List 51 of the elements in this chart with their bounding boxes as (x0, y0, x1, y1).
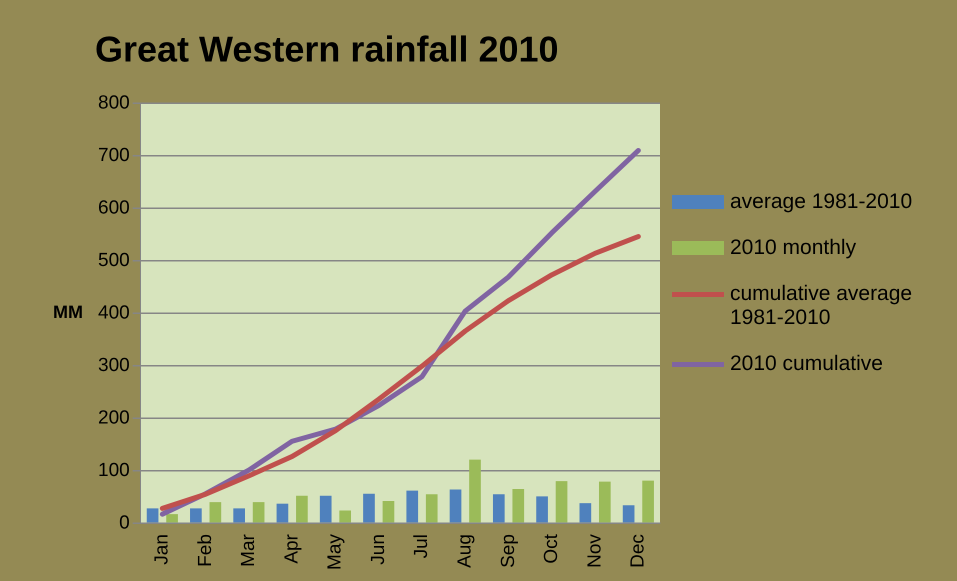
x-tick-label: May (324, 534, 346, 570)
legend-label: 2010 cumulative (730, 352, 883, 376)
bar (320, 496, 332, 522)
bar (556, 481, 568, 522)
bar (233, 508, 245, 522)
x-tick-label: Aug (454, 534, 476, 568)
x-tick-label: Feb (194, 534, 216, 567)
bar (642, 480, 654, 522)
bar (252, 502, 264, 522)
bar (382, 501, 394, 522)
x-tick-label: Dec (628, 534, 649, 568)
x-tick-label: Jun (368, 534, 389, 565)
legend-label: cumulative average 1981-2010 (730, 282, 914, 330)
bar (166, 514, 178, 522)
bar (580, 503, 592, 522)
bar (190, 508, 202, 522)
bar (146, 508, 158, 522)
bar (363, 494, 375, 522)
bar (426, 494, 438, 522)
bar (622, 505, 634, 522)
bar (276, 504, 288, 522)
bar (450, 490, 462, 522)
bar (339, 510, 352, 522)
y-axis-title: MM (53, 302, 83, 322)
y-tick-label: 500 (98, 250, 130, 271)
bar (406, 490, 418, 522)
x-tick-label: Nov (584, 534, 606, 568)
x-tick-label: Apr (281, 533, 302, 564)
y-tick-label: 800 (98, 92, 130, 114)
x-tick-label: Jul (411, 534, 432, 558)
bar (210, 502, 222, 522)
x-tick-label: Oct (541, 533, 562, 564)
y-tick-label: 400 (98, 302, 130, 324)
bar (598, 482, 611, 522)
y-tick-label: 0 (119, 512, 130, 534)
x-tick-label: Mar (238, 533, 260, 567)
y-tick-label: 200 (98, 407, 130, 428)
y-tick-label: 600 (98, 197, 130, 218)
bar (512, 488, 524, 522)
x-tick-label: Jan (152, 534, 173, 565)
bar (296, 496, 308, 522)
legend-label: 2010 monthly (730, 236, 856, 260)
x-tick-label: Sep (498, 534, 519, 568)
y-tick-label: 300 (98, 354, 130, 376)
chart-title: Great Western rainfall 2010 (95, 28, 559, 70)
bar (492, 494, 505, 522)
bar (536, 496, 548, 522)
bar (469, 460, 481, 522)
y-tick-label: 100 (98, 460, 130, 481)
legend-label: average 1981-2010 (730, 190, 912, 214)
y-tick-label: 700 (98, 144, 130, 166)
